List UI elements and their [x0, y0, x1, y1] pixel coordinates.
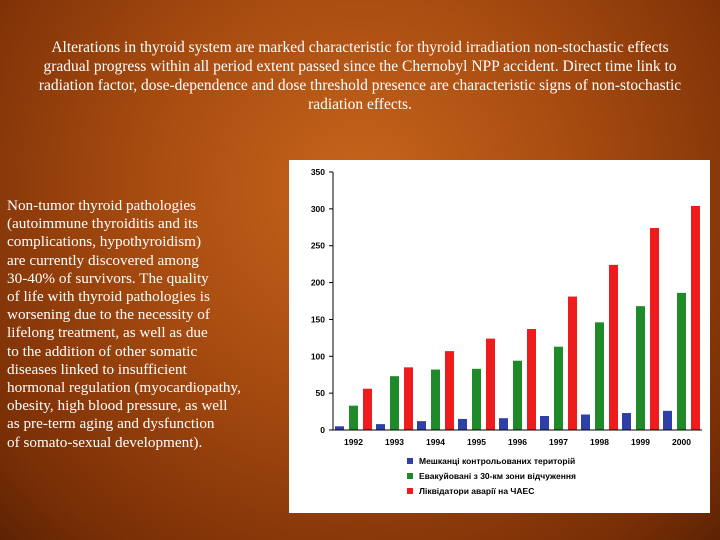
bar-3: [568, 296, 577, 430]
bar-2: [472, 368, 481, 430]
body-line: diseases linked to insufficient: [7, 360, 187, 378]
bar-2: [595, 322, 604, 430]
body-line: of life with thyroid pathologies is: [7, 288, 210, 306]
x-tick-label: 2000: [672, 437, 691, 447]
bar-2: [513, 360, 522, 430]
legend-swatch: [407, 488, 413, 494]
body-line: obesity, high blood pressure, as well: [7, 397, 228, 415]
body-line: as pre-term aging and dysfunction: [7, 415, 215, 433]
y-tick-label: 0: [320, 425, 325, 435]
bar-2: [349, 405, 358, 430]
bar-3: [363, 388, 372, 430]
bar-2: [677, 292, 686, 430]
bar-1: [335, 426, 344, 430]
x-tick-label: 1994: [426, 437, 445, 447]
body-line: complications, hypothyroidism): [7, 233, 202, 251]
legend-label: Евакуйовані з 30-км зони відчуження: [419, 471, 576, 481]
bar-1: [376, 424, 385, 430]
bar-3: [445, 351, 454, 430]
body-line: hormonal regulation (myocardiopathy,: [7, 379, 241, 397]
y-tick-label: 300: [311, 204, 325, 214]
bar-1: [622, 413, 631, 430]
bar-3: [486, 338, 495, 430]
body-line: lifelong treatment, as well as due: [7, 324, 208, 342]
x-tick-label: 1992: [344, 437, 363, 447]
x-tick-label: 1997: [549, 437, 568, 447]
body-line: 30-40% of survivors. The quality: [7, 269, 209, 287]
bar-3: [691, 205, 700, 430]
chart-panel: 0 50 100 150 200 250 300 350 1992 1993 1994 1995 199…: [289, 160, 710, 513]
legend-label: Ліквідатори аварії на ЧАЕС: [419, 486, 534, 496]
legend-swatch: [407, 458, 413, 464]
bar-3: [404, 367, 413, 430]
bar-3: [650, 228, 659, 430]
y-tick-label: 250: [311, 241, 325, 251]
legend-label: Мешканці контрольованих територій: [419, 456, 575, 466]
bar-1: [581, 414, 590, 430]
body-line: (autoimmune thyroiditis and its: [7, 215, 199, 233]
bar-1: [458, 418, 467, 430]
bar-1: [417, 421, 426, 430]
y-tick-label: 100: [311, 351, 325, 361]
bar-chart: 0 50 100 150 200 250 300 350 1992 1993 1994 1995 199…: [311, 167, 702, 496]
body-text: Non-tumor thyroid pathologies (autoimmun…: [7, 197, 292, 452]
bar-2: [431, 369, 440, 430]
y-tick-label: 150: [311, 314, 325, 324]
bar-2: [636, 306, 645, 430]
bar-1: [540, 415, 549, 430]
y-tick-label: 50: [316, 388, 326, 398]
bar-3: [609, 264, 618, 430]
slide-title: Alterations in thyroid system are marked…: [38, 39, 682, 113]
bar-1: [499, 418, 508, 430]
x-tick-label: 1995: [467, 437, 486, 447]
x-tick-label: 1998: [590, 437, 609, 447]
legend-swatch: [407, 473, 413, 479]
bar-3: [527, 329, 536, 430]
x-tick-label: 1993: [385, 437, 404, 447]
x-tick-label: 1999: [631, 437, 650, 447]
y-tick-label: 200: [311, 278, 325, 288]
body-line: of somato-sexual development).: [7, 433, 203, 451]
body-line: Non-tumor thyroid pathologies: [7, 197, 196, 214]
body-line: to the addition of other somatic: [7, 342, 198, 360]
body-line: worsening due to the necessity of: [7, 306, 210, 324]
bar-2: [554, 346, 563, 430]
bar-2: [390, 376, 399, 430]
y-tick-label: 350: [311, 167, 325, 177]
bar-1: [663, 410, 672, 430]
body-line: are currently discovered among: [7, 251, 199, 269]
x-tick-label: 1996: [508, 437, 527, 447]
